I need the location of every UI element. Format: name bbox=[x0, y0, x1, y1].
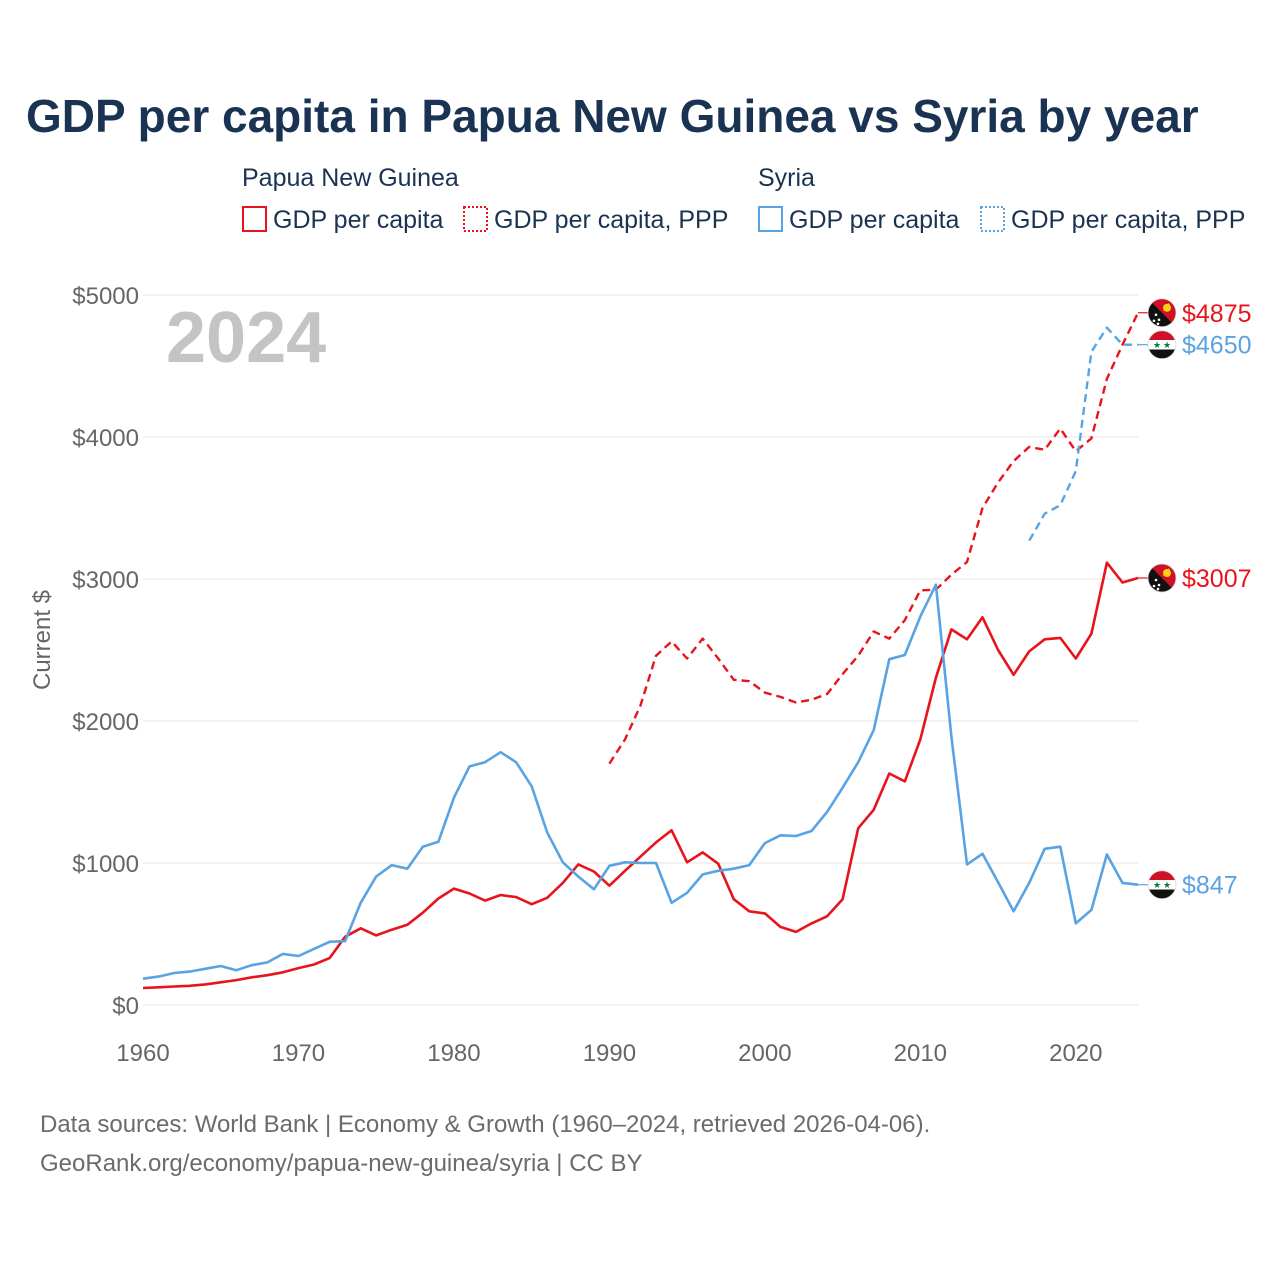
legend-swatch-syria-ppp bbox=[980, 206, 1005, 232]
png-flag-icon bbox=[1147, 563, 1177, 593]
end-labels: $3007$4875★ ★ $847★ ★ $4650 bbox=[1138, 298, 1252, 900]
svg-text:★: ★ bbox=[1163, 881, 1171, 891]
source-line-2: GeoRank.org/economy/papua-new-guinea/syr… bbox=[40, 1150, 643, 1177]
series-line-png-ppp bbox=[608, 312, 1140, 765]
x-tick-label: 2010 bbox=[894, 1040, 947, 1067]
series-line-png-gdp bbox=[142, 561, 1139, 990]
year-watermark: 2024 bbox=[166, 298, 326, 378]
end-label-syria-ppp: $4650 bbox=[1182, 332, 1252, 360]
chart-title: GDP per capita in Papua New Guinea vs Sy… bbox=[26, 90, 1199, 142]
y-axis-title: Current $ bbox=[29, 590, 56, 690]
x-tick-label: 1970 bbox=[272, 1040, 325, 1067]
end-label-syria-gdp: $847 bbox=[1182, 872, 1238, 900]
legend-label-png-gdp: GDP per capita bbox=[273, 206, 444, 234]
png-flag-icon bbox=[1147, 298, 1177, 328]
x-tick-label: 2020 bbox=[1049, 1040, 1102, 1067]
legend-swatch-png-gdp bbox=[242, 206, 267, 232]
legend-swatch-png-ppp bbox=[463, 206, 488, 232]
svg-text:★: ★ bbox=[1163, 341, 1171, 351]
legend-label-syria-ppp: GDP per capita, PPP bbox=[1011, 206, 1245, 234]
y-tick-label: $2000 bbox=[72, 709, 139, 736]
legend: Papua New Guinea Syria GDP per capita GD… bbox=[242, 164, 1245, 234]
x-tick-label: 1980 bbox=[427, 1040, 480, 1067]
end-label-png-ppp: $4875 bbox=[1182, 300, 1252, 328]
end-label-png-gdp: $3007 bbox=[1182, 565, 1252, 593]
y-tick-label: $1000 bbox=[72, 851, 139, 878]
series-line-syria-ppp bbox=[1028, 326, 1138, 542]
y-tick-label: $4000 bbox=[72, 425, 139, 452]
syria-flag-icon: ★ ★ bbox=[1147, 870, 1177, 900]
x-tick-label: 1960 bbox=[116, 1040, 169, 1067]
x-axis: 1960 1970 1980 1990 2000 2010 2020 bbox=[116, 1040, 1102, 1067]
series-line-syria-gdp bbox=[142, 583, 1139, 980]
grid bbox=[143, 294, 1138, 1006]
y-tick-label: $0 bbox=[112, 993, 139, 1020]
x-tick-label: 1990 bbox=[583, 1040, 636, 1067]
svg-text:★: ★ bbox=[1153, 881, 1161, 891]
legend-group-syria-title: Syria bbox=[758, 164, 815, 192]
y-tick-label: $5000 bbox=[72, 283, 139, 310]
legend-group-png-title: Papua New Guinea bbox=[242, 164, 459, 192]
legend-label-syria-gdp: GDP per capita bbox=[789, 206, 960, 234]
svg-text:★: ★ bbox=[1153, 341, 1161, 351]
legend-label-png-ppp: GDP per capita, PPP bbox=[494, 206, 728, 234]
legend-swatch-syria-gdp bbox=[758, 206, 783, 232]
x-tick-label: 2000 bbox=[738, 1040, 791, 1067]
series bbox=[142, 312, 1140, 990]
y-axis: $0 $1000 $2000 $3000 $4000 $5000 bbox=[72, 283, 139, 1020]
syria-flag-icon: ★ ★ bbox=[1147, 330, 1177, 360]
source-line-1: Data sources: World Bank | Economy & Gro… bbox=[40, 1111, 930, 1138]
y-tick-label: $3000 bbox=[72, 567, 139, 594]
